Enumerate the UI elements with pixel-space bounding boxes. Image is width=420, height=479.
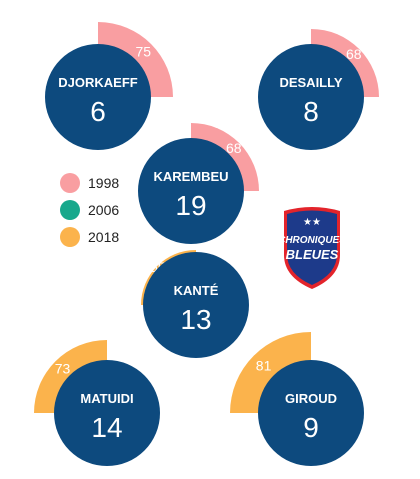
legend-swatch-2018 (60, 226, 80, 247)
player-name-djorkaeff: DJORKAEFF (58, 75, 138, 90)
player-name-giroud: GIROUD (285, 391, 337, 406)
legend-swatch-2006 (60, 199, 80, 220)
player-name-karembeu: KAREMBEU (153, 169, 228, 184)
wedge-value-djorkaeff: 75 (136, 44, 152, 60)
player-circle-kant- (143, 252, 249, 358)
player-number-giroud: 9 (303, 412, 319, 443)
wedge-value-giroud: 81 (256, 358, 272, 374)
player-name-matuidi: MATUIDI (80, 391, 133, 406)
wedge-value-matuidi: 73 (55, 361, 71, 377)
legend-label-1998: 1998 (88, 174, 120, 191)
wedge-value-karembeu: 68 (226, 140, 242, 156)
legend-label-2018: 2018 (88, 228, 120, 245)
player-number-djorkaeff: 6 (90, 96, 106, 127)
player-number-matuidi: 14 (91, 412, 122, 443)
player-circle-matuidi (54, 360, 160, 466)
player-circle-desailly (258, 44, 364, 150)
logo-text-line1: CHRONIQUES (280, 235, 344, 246)
player-name-desailly: DESAILLY (279, 75, 342, 90)
logo-stars: ★★ (303, 217, 321, 228)
legend-item-1998: 1998 (60, 172, 119, 193)
player-number-karembeu: 19 (175, 190, 206, 221)
player-circle-karembeu (138, 138, 244, 244)
legend-item-2006: 2006 (60, 199, 119, 220)
player-name-kant-: KANTÉ (174, 283, 219, 298)
legend-label-2006: 2006 (88, 201, 120, 218)
chroniques-bleues-logo: ★★ CHRONIQUES BLEUES (280, 207, 344, 289)
legend-item-2018: 2018 (60, 226, 119, 247)
player-number-desailly: 8 (303, 96, 319, 127)
player-circle-djorkaeff (45, 44, 151, 150)
logo-shield-inner (287, 210, 337, 285)
player-circle-giroud (258, 360, 364, 466)
legend-swatch-1998 (60, 172, 80, 193)
wedge-value-desailly: 68 (346, 46, 362, 62)
chart-legend: 1998 2006 2018 (60, 172, 119, 247)
logo-text-line2: BLEUES (286, 247, 339, 262)
player-number-kant-: 13 (180, 304, 211, 335)
